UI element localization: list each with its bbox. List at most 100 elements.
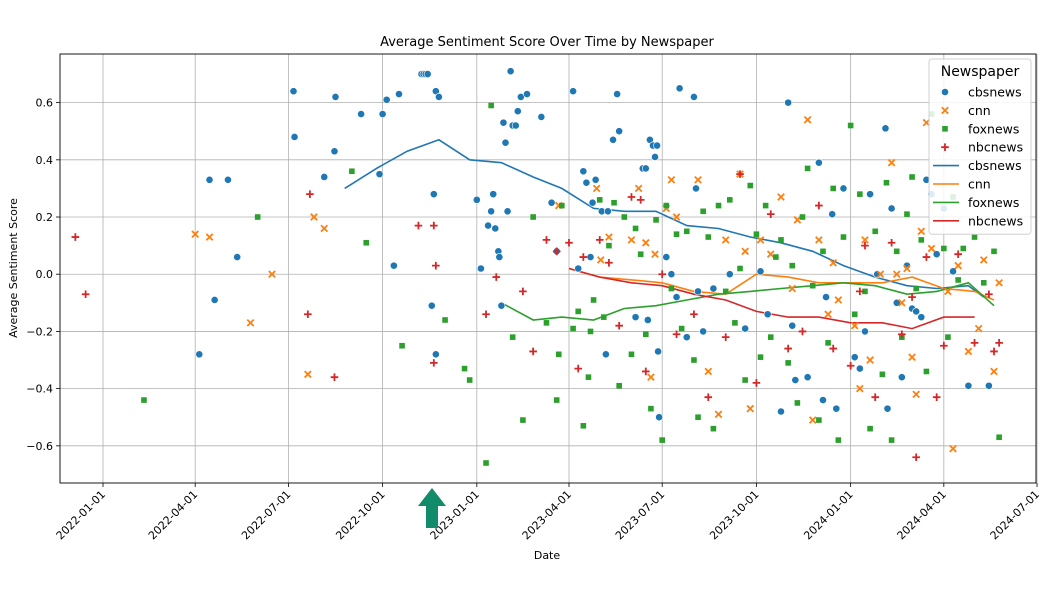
x-tick-label: 2024-07-01 [988, 488, 1042, 542]
foxnews-point [643, 331, 649, 338]
cbsnews-point [378, 110, 387, 118]
cbsnews-point [725, 270, 734, 279]
cbsnews-point [763, 310, 772, 319]
cbsnews-point [569, 87, 577, 96]
cbsnews-point [604, 207, 612, 216]
foxnews-point [601, 314, 607, 320]
cnn-point [627, 236, 636, 244]
y-tick-label: −0.4 [26, 383, 53, 396]
cbsnews-point [491, 224, 500, 233]
cbsnews-point [699, 327, 708, 336]
cnn-point [205, 233, 214, 241]
cnn-point [766, 250, 775, 259]
y-axis: 0.6 0.4 0.2 0.0 −0.2 −0.4 −0.6 [26, 97, 60, 453]
foxnews-point [668, 285, 675, 292]
foxnews-point [835, 437, 842, 443]
cbsnews-point [613, 90, 622, 98]
legend-label-cnn: cnn [968, 103, 991, 118]
cnn-point [908, 353, 916, 361]
cbsnews-point [357, 110, 365, 118]
foxnews-point [785, 360, 791, 366]
cbsnews-point [892, 298, 901, 307]
legend-marker-cbsnews [941, 88, 949, 96]
nbcnews-point [574, 364, 583, 373]
cbsnews-point [631, 313, 640, 322]
nbcnews-point [798, 327, 807, 336]
x-tick-label: 2022-04-01 [146, 488, 200, 542]
cnn-point [320, 224, 329, 233]
cnn-point [592, 184, 601, 193]
foxnews-point [659, 437, 665, 443]
foxnews-point [483, 460, 489, 466]
foxnews-point [570, 325, 576, 332]
cbsnews-point [897, 373, 906, 382]
foxnews-point [442, 317, 448, 323]
foxnews-point [883, 179, 890, 186]
cbsnews-point [855, 364, 864, 373]
nbcnews-point [642, 367, 650, 376]
scatter-points [71, 67, 1003, 466]
cbsnews-point [423, 70, 432, 78]
cbsnews-point [682, 333, 691, 342]
cnn-point [268, 270, 276, 279]
nbcnews-point [492, 273, 501, 281]
cnn-point [246, 319, 255, 327]
cbsnews-point [495, 253, 504, 261]
foxnews-point [621, 214, 628, 220]
foxnews-point [941, 245, 947, 252]
nbcnews-point [615, 321, 623, 330]
cbsnews-point [489, 190, 498, 199]
foxnews-point [543, 320, 550, 326]
x-tick-label: 2024-04-01 [895, 488, 949, 542]
cnn-point [954, 261, 963, 270]
foxnews-point [673, 231, 680, 237]
cbsnews-point [615, 127, 624, 136]
nbcnews-point [815, 201, 823, 210]
foxnews-point [520, 417, 526, 423]
foxnews-point [847, 122, 854, 129]
cbsnews-point [375, 170, 384, 179]
cbsnews-point [641, 164, 650, 173]
cbsnews-point [233, 253, 242, 261]
foxnews-point [872, 228, 879, 235]
x-tick-label: 2023-10-01 [707, 488, 761, 542]
plot-frame [59, 53, 1037, 484]
x-axis-label: Date [534, 549, 561, 562]
cbsnews-point [655, 413, 664, 422]
cbsnews-point [331, 93, 340, 101]
cnn-point [714, 410, 723, 419]
foxnews-point [695, 414, 701, 421]
cbsnews-point [784, 98, 793, 107]
nbcnews-point [932, 393, 941, 401]
cbsnews-point [917, 313, 926, 322]
foxnews-point [611, 199, 617, 206]
cbsnews-point [537, 113, 546, 121]
nbcnews-point [605, 258, 613, 267]
foxnews-point [909, 174, 915, 180]
foxnews-point [509, 334, 516, 340]
foxnews-point [141, 397, 147, 403]
nbcnews-point [846, 361, 855, 370]
foxnews-point [857, 191, 863, 197]
nbcnews-point [71, 233, 80, 241]
cnn-point [974, 324, 983, 333]
y-tick-label: −0.2 [26, 325, 53, 338]
cbsnews-point [777, 407, 785, 416]
legend-box [928, 58, 1032, 235]
nbcnews-point [306, 190, 314, 198]
nbcnews-point [565, 238, 573, 247]
cbsnews-point [788, 321, 797, 330]
foxnews-point [587, 328, 594, 335]
foxnews-point [960, 245, 967, 252]
cnn-trend-line [568, 267, 995, 301]
nbcnews-trend-line [568, 267, 975, 330]
foxnews-point [816, 417, 822, 423]
cbsnews-point [210, 296, 219, 304]
cbsnews-point [883, 404, 892, 413]
foxnews-point [991, 248, 997, 255]
cbsnews-point [741, 324, 750, 333]
cbsnews-point [290, 133, 299, 141]
foxnews-point [923, 368, 930, 375]
foxnews-point [691, 357, 697, 363]
nbcnews-point [856, 287, 864, 296]
